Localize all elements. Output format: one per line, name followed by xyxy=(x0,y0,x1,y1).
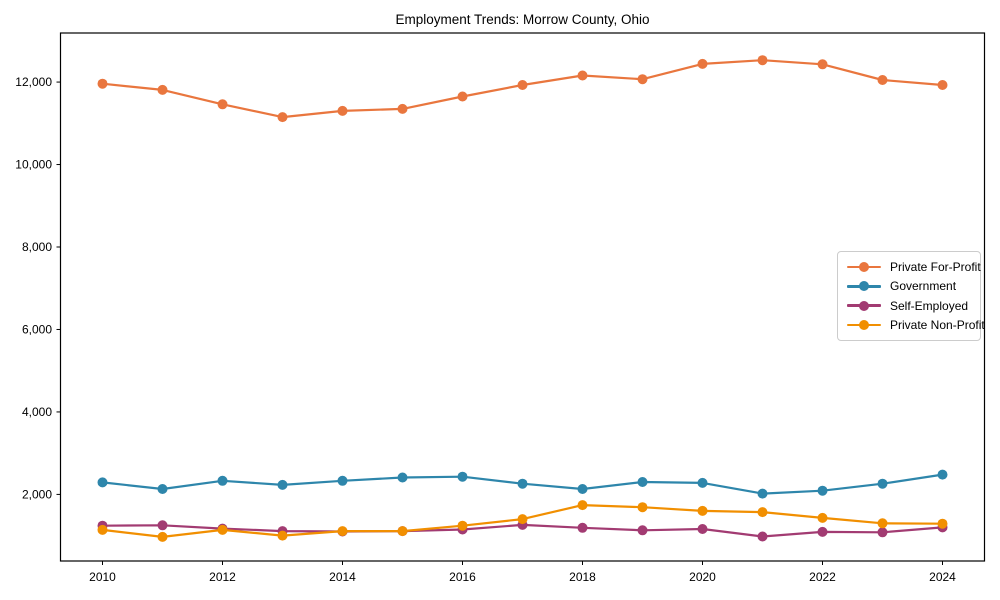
x-tick-label: 2022 xyxy=(809,570,836,584)
data-point xyxy=(817,526,828,537)
data-point xyxy=(697,58,708,69)
x-tick-label: 2016 xyxy=(449,570,476,584)
data-point xyxy=(577,70,588,81)
data-point xyxy=(877,478,888,489)
data-point xyxy=(757,488,768,499)
data-point xyxy=(817,59,828,70)
data-point xyxy=(397,103,408,114)
data-point xyxy=(937,80,948,90)
legend-item-label: Private For-Profit xyxy=(890,260,981,274)
legend-item-self-employed: Self-Employed xyxy=(847,299,972,313)
data-point xyxy=(397,526,408,537)
data-point xyxy=(337,105,348,116)
data-point xyxy=(697,477,708,488)
data-point xyxy=(877,518,888,529)
data-point xyxy=(277,479,288,490)
data-point xyxy=(457,471,468,482)
data-point xyxy=(277,530,288,541)
y-tick-label: 8,000 xyxy=(22,240,52,254)
data-point xyxy=(757,55,768,66)
legend-marker-dot xyxy=(859,300,869,311)
data-point xyxy=(517,478,528,489)
data-point xyxy=(157,520,168,531)
data-point xyxy=(757,507,768,518)
legend: Private For-Profit Government Self-Employe… xyxy=(837,251,985,341)
data-point xyxy=(277,112,288,123)
data-point xyxy=(457,520,468,531)
data-point xyxy=(877,75,888,85)
data-point xyxy=(937,469,948,480)
data-point xyxy=(877,527,888,538)
data-point xyxy=(757,531,768,542)
data-point xyxy=(637,477,648,487)
legend-marker-dot xyxy=(859,319,869,330)
legend-item-private-non-profit: Private Non-Profit xyxy=(847,318,985,332)
data-point xyxy=(697,505,708,516)
data-point xyxy=(817,485,828,496)
y-tick-label: 6,000 xyxy=(22,322,52,336)
legend-item-label: Government xyxy=(890,279,957,294)
data-point xyxy=(937,518,948,529)
plot-frame xyxy=(59,32,986,562)
data-point xyxy=(817,512,828,523)
legend-item-label: Private Non-Profit xyxy=(890,317,985,332)
y-tick-label: 12,000 xyxy=(15,75,52,89)
legend-marker-dot xyxy=(859,261,869,272)
legend-marker-line xyxy=(847,281,881,292)
x-tick-label: 2018 xyxy=(569,570,596,584)
data-point xyxy=(97,524,108,535)
data-point xyxy=(157,84,168,95)
x-tick-label: 2020 xyxy=(689,570,716,584)
x-tick-label: 2024 xyxy=(929,570,956,584)
legend-marker-line xyxy=(847,261,881,272)
legend-marker-line xyxy=(847,319,881,330)
data-point xyxy=(217,475,228,486)
data-point xyxy=(517,514,528,525)
data-point xyxy=(217,524,228,535)
x-tick-label: 2014 xyxy=(329,570,356,584)
data-point xyxy=(97,477,108,488)
data-point xyxy=(637,502,648,513)
legend-marker-line xyxy=(847,300,881,311)
data-point xyxy=(217,99,228,110)
data-point xyxy=(637,74,648,85)
legend-item-private-for-profit: Private For-Profit xyxy=(847,260,981,274)
data-point xyxy=(577,522,588,533)
data-point xyxy=(577,484,588,494)
data-point xyxy=(157,484,168,494)
data-point xyxy=(397,472,408,483)
y-tick-label: 10,000 xyxy=(15,158,52,172)
legend-item-government: Government xyxy=(847,279,972,293)
y-tick-label: 4,000 xyxy=(22,405,52,419)
data-point xyxy=(337,475,348,486)
data-point xyxy=(457,91,468,102)
data-point xyxy=(697,524,708,534)
legend-marker-dot xyxy=(859,281,869,292)
data-point xyxy=(577,500,588,511)
data-point xyxy=(337,526,348,537)
legend-item-label: Self-Employed xyxy=(890,298,969,313)
chart-title: Employment Trends: Morrow County, Ohio xyxy=(395,12,650,27)
x-tick-label: 2012 xyxy=(209,570,236,584)
y-tick-label: 2,000 xyxy=(22,487,52,501)
data-point xyxy=(97,78,108,89)
data-point xyxy=(517,80,528,90)
x-tick-label: 2010 xyxy=(89,570,116,584)
data-point xyxy=(157,531,168,542)
data-point xyxy=(637,525,648,536)
